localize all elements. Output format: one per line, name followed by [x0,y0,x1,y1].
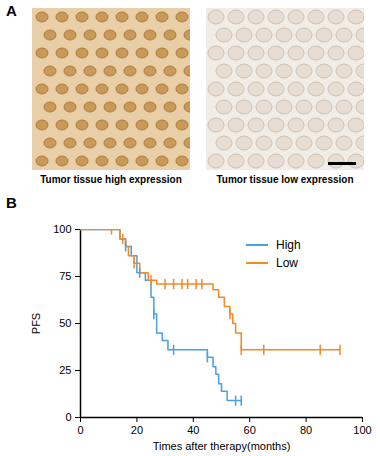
svg-text:PFS: PFS [30,313,42,334]
svg-text:25: 25 [59,364,71,376]
svg-text:Times after therapy(months): Times after therapy(months) [153,440,291,452]
svg-text:80: 80 [300,424,312,436]
svg-text:75: 75 [59,270,71,282]
svg-text:40: 40 [187,424,199,436]
svg-text:20: 20 [131,424,143,436]
html-text:Tumor tissue low expression: Tumor tissue low expression [216,174,354,185]
html-text:Tumor tissue high expression: Tumor tissue high expression [40,174,182,185]
svg-text:100: 100 [353,424,371,436]
svg-text:100: 100 [53,223,71,235]
html-text:High: High [276,238,301,252]
svg-text:50: 50 [59,317,71,329]
html-text:B: B [6,194,17,211]
svg-text:60: 60 [244,424,256,436]
svg-text:0: 0 [77,424,83,436]
html-text:A: A [6,2,17,19]
html-text:Low: Low [276,256,298,270]
svg-text:0: 0 [65,411,71,423]
